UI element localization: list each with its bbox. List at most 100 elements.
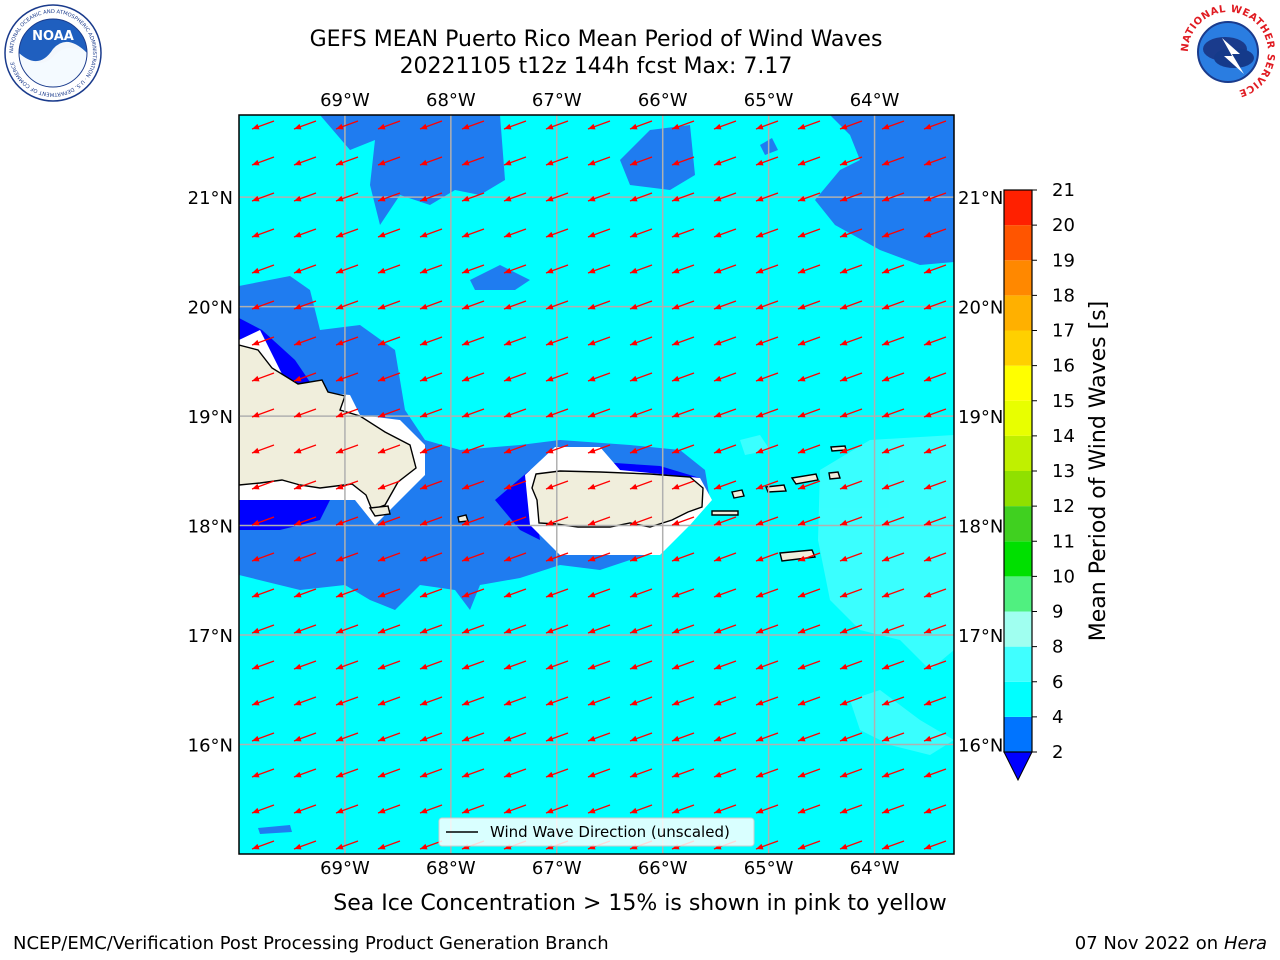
wave-direction-arrow — [671, 660, 695, 670]
wave-direction-arrow — [503, 660, 527, 670]
wave-direction-arrow — [419, 156, 443, 166]
wave-direction-arrow — [797, 804, 821, 814]
wave-direction-arrow — [377, 624, 401, 634]
wave-direction-arrow — [839, 840, 863, 850]
wave-direction-arrow — [545, 228, 569, 238]
wave-direction-arrow — [881, 444, 905, 454]
wave-direction-arrow — [251, 156, 275, 166]
wave-direction-arrow — [251, 552, 275, 562]
wave-direction-arrow — [797, 264, 821, 274]
wave-direction-arrow — [923, 768, 947, 778]
wind-wave-arrows — [251, 120, 947, 850]
wave-direction-arrow — [377, 552, 401, 562]
colorbar-tick-label: 14 — [1052, 426, 1075, 447]
wave-direction-arrow — [671, 480, 695, 490]
wave-direction-arrow — [335, 624, 359, 634]
wave-direction-arrow — [587, 444, 611, 454]
wave-direction-arrow — [713, 120, 737, 130]
wave-direction-arrow — [755, 588, 779, 598]
wave-direction-arrow — [419, 480, 443, 490]
wave-direction-arrow — [839, 768, 863, 778]
wave-direction-arrow — [881, 660, 905, 670]
chart-subtitle: 20221105 t12z 144h fcst Max: 7.17 — [399, 54, 793, 79]
wave-direction-arrow — [881, 624, 905, 634]
wave-direction-arrow — [503, 156, 527, 166]
wave-direction-arrow — [419, 552, 443, 562]
wave-direction-arrow — [587, 804, 611, 814]
wave-direction-arrow — [419, 120, 443, 130]
wave-direction-arrow — [293, 408, 317, 418]
wave-direction-arrow — [377, 264, 401, 274]
lat-label: 20°N — [958, 298, 1003, 319]
wave-direction-arrow — [251, 480, 275, 490]
sea-ice-note: Sea Ice Concentration > 15% is shown in … — [333, 891, 947, 916]
wave-direction-arrow — [545, 624, 569, 634]
wave-direction-arrow — [881, 228, 905, 238]
lat-label: 20°N — [188, 298, 233, 319]
wave-direction-arrow — [713, 480, 737, 490]
wave-direction-arrow — [839, 804, 863, 814]
wave-direction-arrow — [755, 336, 779, 346]
wave-direction-arrow — [587, 516, 611, 526]
wave-direction-arrow — [419, 372, 443, 382]
wave-direction-arrow — [503, 372, 527, 382]
wave-direction-arrow — [587, 624, 611, 634]
wave-direction-arrow — [293, 804, 317, 814]
wave-direction-arrow — [797, 228, 821, 238]
wave-direction-arrow — [293, 156, 317, 166]
lon-label: 65°W — [744, 858, 794, 879]
wave-direction-arrow — [251, 300, 275, 310]
lon-label: 68°W — [426, 90, 476, 111]
wave-direction-arrow — [797, 336, 821, 346]
wave-direction-arrow — [419, 732, 443, 742]
wave-direction-arrow — [755, 372, 779, 382]
colorbar-tick-label: 11 — [1052, 531, 1075, 552]
wave-direction-arrow — [797, 696, 821, 706]
colorbar-tick-label: 4 — [1052, 707, 1063, 728]
wave-direction-arrow — [545, 192, 569, 202]
wave-direction-arrow — [797, 300, 821, 310]
wave-direction-arrow — [419, 516, 443, 526]
wave-direction-arrow — [377, 336, 401, 346]
colorbar-tick-label: 6 — [1052, 672, 1063, 693]
wave-direction-arrow — [629, 552, 653, 562]
lat-label: 18°N — [188, 517, 233, 538]
wave-direction-arrow — [545, 300, 569, 310]
wave-direction-arrow — [629, 300, 653, 310]
colorbar-segment — [1004, 365, 1032, 401]
wave-direction-arrow — [335, 840, 359, 850]
wave-direction-arrow — [755, 624, 779, 634]
wave-direction-arrow — [503, 624, 527, 634]
wave-direction-arrow — [755, 444, 779, 454]
lat-label: 21°N — [188, 188, 233, 209]
lat-label: 19°N — [958, 407, 1003, 428]
wave-direction-arrow — [545, 336, 569, 346]
wave-direction-arrow — [461, 264, 485, 274]
wave-direction-arrow — [461, 336, 485, 346]
wave-direction-arrow — [839, 588, 863, 598]
wave-direction-arrow — [461, 300, 485, 310]
wave-direction-arrow — [293, 552, 317, 562]
wave-direction-arrow — [293, 336, 317, 346]
wave-direction-arrow — [335, 804, 359, 814]
wave-direction-arrow — [545, 804, 569, 814]
wave-direction-arrow — [713, 228, 737, 238]
wave-direction-arrow — [503, 120, 527, 130]
wave-direction-arrow — [419, 768, 443, 778]
wave-direction-arrow — [629, 516, 653, 526]
colorbar-tick-label: 10 — [1052, 566, 1075, 587]
wave-direction-arrow — [587, 408, 611, 418]
lat-label: 16°N — [188, 736, 233, 757]
wave-direction-arrow — [629, 336, 653, 346]
wave-direction-arrow — [839, 732, 863, 742]
wave-direction-arrow — [587, 336, 611, 346]
noaa-logo-icon: NATIONAL OCEANIC AND ATMOSPHERIC ADMINIS… — [4, 4, 102, 102]
wave-direction-arrow — [251, 408, 275, 418]
wave-direction-arrow — [629, 696, 653, 706]
wave-direction-arrow — [251, 804, 275, 814]
wave-direction-arrow — [923, 228, 947, 238]
wave-direction-arrow — [839, 156, 863, 166]
wave-direction-arrow — [923, 804, 947, 814]
wave-direction-arrow — [881, 480, 905, 490]
wave-direction-arrow — [251, 624, 275, 634]
